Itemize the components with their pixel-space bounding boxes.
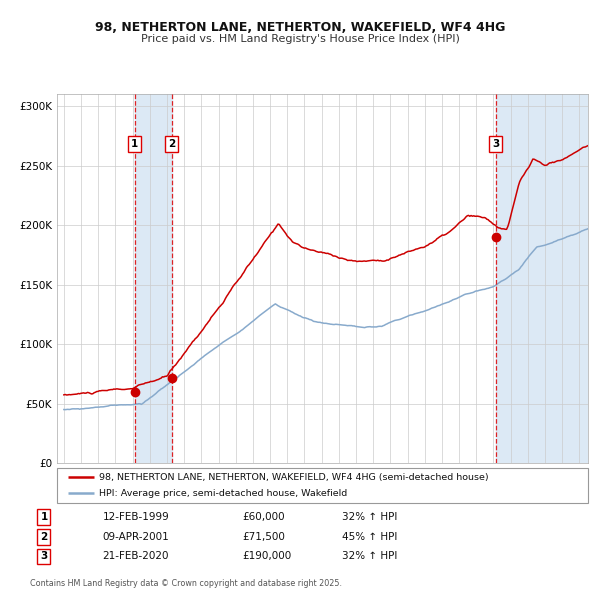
Text: 2: 2 bbox=[168, 139, 175, 149]
Text: Contains HM Land Registry data © Crown copyright and database right 2025.
This d: Contains HM Land Registry data © Crown c… bbox=[30, 579, 342, 590]
Text: 32% ↑ HPI: 32% ↑ HPI bbox=[343, 512, 398, 522]
Bar bbox=[134, 94, 172, 463]
Text: 3: 3 bbox=[492, 139, 499, 149]
Text: 12-FEB-1999: 12-FEB-1999 bbox=[103, 512, 169, 522]
Text: 2: 2 bbox=[40, 532, 47, 542]
Text: 09-APR-2001: 09-APR-2001 bbox=[103, 532, 169, 542]
FancyBboxPatch shape bbox=[57, 468, 588, 503]
Text: 45% ↑ HPI: 45% ↑ HPI bbox=[343, 532, 398, 542]
Bar bbox=[496, 94, 588, 463]
Text: 32% ↑ HPI: 32% ↑ HPI bbox=[343, 552, 398, 562]
Text: 3: 3 bbox=[40, 552, 47, 562]
Text: £190,000: £190,000 bbox=[242, 552, 291, 562]
Text: 98, NETHERTON LANE, NETHERTON, WAKEFIELD, WF4 4HG: 98, NETHERTON LANE, NETHERTON, WAKEFIELD… bbox=[95, 21, 505, 34]
Text: HPI: Average price, semi-detached house, Wakefield: HPI: Average price, semi-detached house,… bbox=[100, 489, 348, 497]
Text: Price paid vs. HM Land Registry's House Price Index (HPI): Price paid vs. HM Land Registry's House … bbox=[140, 34, 460, 44]
Text: 1: 1 bbox=[40, 512, 47, 522]
Text: 98, NETHERTON LANE, NETHERTON, WAKEFIELD, WF4 4HG (semi-detached house): 98, NETHERTON LANE, NETHERTON, WAKEFIELD… bbox=[100, 473, 489, 481]
Text: 1: 1 bbox=[131, 139, 138, 149]
Text: £60,000: £60,000 bbox=[242, 512, 284, 522]
Text: 21-FEB-2020: 21-FEB-2020 bbox=[103, 552, 169, 562]
Text: £71,500: £71,500 bbox=[242, 532, 285, 542]
